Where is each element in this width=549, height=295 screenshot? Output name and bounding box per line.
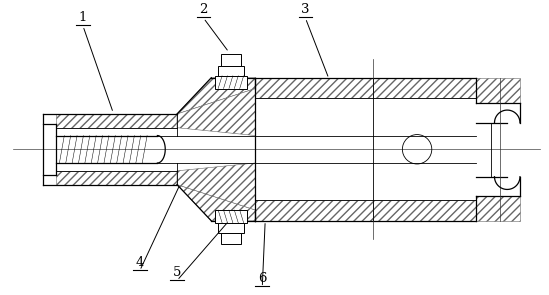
Polygon shape [255, 78, 373, 98]
Polygon shape [476, 78, 520, 103]
Polygon shape [177, 78, 255, 114]
Polygon shape [373, 200, 476, 221]
Polygon shape [476, 196, 520, 221]
Text: 3: 3 [301, 3, 310, 16]
Text: 2: 2 [199, 3, 208, 16]
Polygon shape [177, 185, 255, 221]
Polygon shape [373, 78, 476, 98]
Polygon shape [177, 163, 255, 210]
Bar [221, 54, 240, 66]
Bar [215, 76, 247, 88]
Text: 5: 5 [173, 266, 181, 278]
Text: 4: 4 [136, 256, 144, 269]
Bar [215, 210, 247, 223]
Polygon shape [255, 200, 373, 221]
Bar [218, 223, 244, 232]
Polygon shape [57, 114, 177, 128]
Bar [218, 66, 244, 76]
Text: 1: 1 [79, 11, 87, 24]
Text: 6: 6 [258, 273, 266, 286]
Bar [221, 232, 240, 244]
Polygon shape [177, 88, 255, 136]
Polygon shape [57, 171, 177, 185]
